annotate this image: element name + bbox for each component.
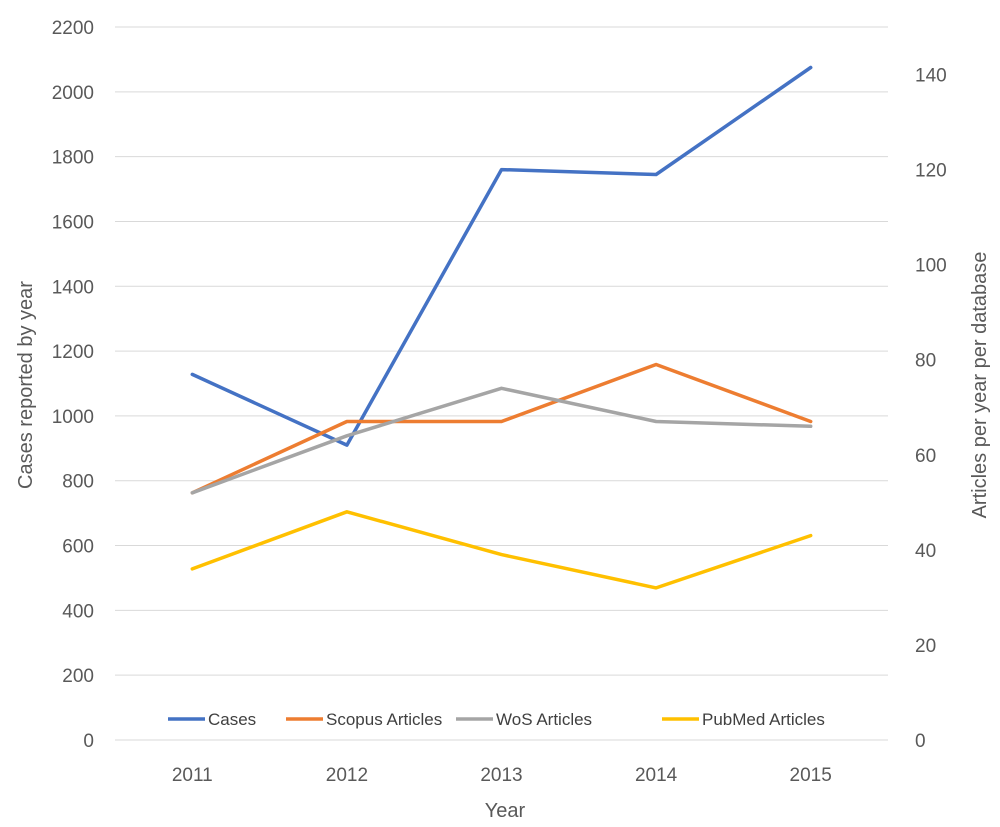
series-line-pubmed-articles: [190, 510, 813, 590]
y-tick-label: 1800: [52, 148, 94, 169]
series-line-wos-articles: [190, 386, 813, 495]
x-axis-title: Year: [485, 800, 526, 822]
y-tick-label: 200: [62, 666, 94, 687]
series-lines: [190, 65, 813, 590]
left-axis-ticks: 0 200 400 600 800 1000 1200 1400 1600 1800 2000 220…: [52, 18, 94, 752]
x-tick-label: 2014: [635, 765, 678, 786]
y2-tick-label: 60: [915, 446, 936, 467]
y2-tick-label: 40: [915, 541, 936, 562]
y-tick-label: 0: [83, 731, 94, 752]
y-tick-label: 1600: [52, 212, 94, 233]
legend-label-cases: Cases: [208, 710, 256, 729]
y-tick-label: 1000: [52, 407, 94, 428]
legend-label-wos-articles: WoS Articles: [496, 710, 592, 729]
y2-tick-label: 120: [915, 161, 947, 182]
y-tick-label: 800: [62, 472, 94, 493]
legend-label-pubmed-articles: PubMed Articles: [702, 710, 825, 729]
y-tick-label: 1200: [52, 342, 94, 363]
legend-label-scopus-articles: Scopus Articles: [326, 710, 442, 729]
y-tick-label: 2200: [52, 18, 94, 39]
series-line-cases: [190, 65, 813, 447]
x-axis-ticks: 2011 2012 2013 2014 2015: [172, 765, 832, 786]
x-tick-label: 2011: [172, 765, 213, 786]
y-tick-label: 400: [62, 601, 94, 622]
y2-tick-label: 100: [915, 256, 947, 277]
gridlines: [115, 26, 888, 741]
y-tick-label: 1400: [52, 277, 94, 298]
legend: Cases Scopus Articles WoS Articles PubMed A…: [168, 710, 825, 729]
x-tick-label: 2012: [326, 765, 368, 786]
series-line-scopus-articles: [190, 362, 813, 495]
right-axis-title: Articles per year per database: [969, 252, 991, 519]
y2-tick-label: 140: [915, 66, 947, 87]
x-tick-label: 2013: [480, 765, 522, 786]
left-axis-title: Cases reported by year: [15, 281, 37, 489]
right-axis-ticks: 0 20 40 60 80 100 120 140: [915, 66, 947, 752]
y-tick-label: 2000: [52, 83, 94, 104]
y2-tick-label: 0: [915, 731, 926, 752]
y2-tick-label: 80: [915, 351, 936, 372]
x-tick-label: 2015: [790, 765, 832, 786]
y-tick-label: 600: [62, 537, 94, 558]
y2-tick-label: 20: [915, 636, 936, 657]
